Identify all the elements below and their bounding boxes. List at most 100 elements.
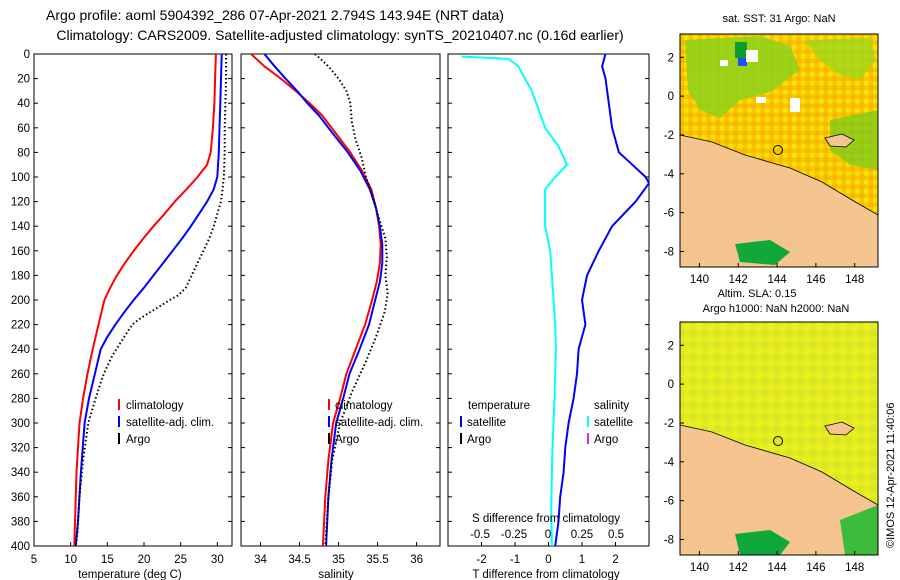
legend-label-sal-argo: Argo [594,434,618,446]
series-line-temperature-satellite [461,55,568,546]
legend-label-climatology: climatology [335,400,393,412]
sdiff-tick-label: 0.25 [571,529,593,541]
series-line-satellite-adj-clim- [74,54,223,546]
sst-green-patch [685,36,800,118]
sla-map-title-2: Argo h1000: NaN h2000: NaN [703,303,850,315]
credit-text: ©IMOS 12-Apr-2021 11:40:06 [885,403,897,548]
x-tick-label: 34.5 [288,554,310,566]
sst-map [679,33,879,268]
map-y-tick-label: 0 [668,379,674,391]
y-tick-label: 360 [11,492,30,504]
series-line-climatology [250,54,382,546]
y-tick-label: 160 [11,246,30,258]
map-x-tick-label: 148 [845,562,864,574]
y-tick-label: 100 [11,172,30,184]
sla-map-title-1: Altim. SLA: 0.15 [718,288,797,300]
sst-map-title: sat. SST: 31 Argo: NaN [722,13,835,25]
map-x-tick-label: 144 [767,562,787,574]
y-tick-label: 280 [11,393,30,405]
y-tick-label: 20 [17,74,30,86]
x-tick-label: 20 [138,554,151,566]
y-tick-label: 260 [11,369,30,381]
y-tick-label: 380 [11,516,30,528]
map-y-tick-label: -8 [664,534,674,546]
map-x-tick-label: 142 [729,562,748,574]
map-y-tick-label: -2 [664,130,674,142]
y-tick-label: 200 [11,295,30,307]
sst-warm-cell [735,42,747,58]
difference-xlabel: T difference from climatology [472,569,619,580]
x-tick-label: 10 [64,554,77,566]
x-tick-label: 36 [410,554,423,566]
map-y-tick-label: 2 [668,52,674,64]
legend-label-sal-satellite: satellite [594,417,633,429]
legend-title-temperature: temperature [468,400,530,412]
sdiff-tick-label: 0 [545,529,551,541]
y-tick-label: 40 [17,98,30,110]
sst-missing-cell [720,60,728,66]
map-x-tick-label: 146 [806,274,825,286]
map-y-tick-label: -6 [664,208,674,220]
argo-location-marker [773,145,783,155]
salinity-series [250,54,389,546]
sst-missing-cell [738,58,747,66]
map-x-tick-label: 142 [729,274,748,286]
sdiff-tick-label: 0.5 [608,529,624,541]
salinity-difference-ticks: -0.5 -0.25 0 0.25 0.5 [470,529,624,541]
sst-missing-cell [790,98,800,112]
map-x-tick-label: 148 [845,274,864,286]
difference-xlabel-salinity: S difference from climatology [472,513,620,525]
y-tick-label: 240 [11,344,30,356]
sla-map-frame [679,321,879,556]
y-tick-label: 140 [11,221,30,233]
legend-label-argo: Argo [126,434,150,446]
map-axes: 140 142 144 146 148 2 0 -2 -4 -6 -8 140 142 144 146 148… [664,52,865,574]
series-line-argo [314,54,389,546]
map-y-tick-label: -4 [664,457,675,469]
temperature-series [73,54,228,546]
salinity-xlabel: salinity [318,569,353,580]
y-tick-label: 400 [11,541,30,553]
x-tick-label: 1 [579,554,585,566]
legend-label-satellite: satellite-adj. clim. [126,417,214,429]
y-tick-label: 320 [11,443,30,455]
sst-green-patch [805,38,876,80]
salinity-panel-frame [240,53,441,547]
difference-panel-frame [447,53,650,547]
y-tick-label: 80 [17,147,30,159]
x-tick-label: -2 [476,554,486,566]
map-y-tick-label: -2 [664,418,674,430]
map-y-tick-label: -8 [664,246,674,258]
sla-map [679,321,879,556]
y-tick-label: 0 [24,49,30,61]
y-tick-label: 340 [11,467,30,479]
sst-missing-cell [756,97,766,103]
map-y-tick-label: -6 [664,496,674,508]
map-y-tick-label: 0 [668,91,674,103]
x-tick-label: 35.5 [366,554,388,566]
legend-label-satellite: satellite-adj. clim. [335,417,423,429]
x-tick-label: 25 [174,554,187,566]
x-tick-label: 5 [31,554,37,566]
series-line-salinity-satellite [554,54,649,546]
series-line-climatology [73,54,217,546]
temperature-axis: 5 10 15 20 25 3002040608010012014016018020022… [11,49,232,566]
series-line-satellite-adj-clim- [263,54,384,546]
sdiff-tick-label: -0.25 [501,529,527,541]
sla-green-shelf [840,505,878,555]
difference-series [461,54,649,546]
sla-green-shelf [735,530,790,555]
temperature-xlabel: temperature (deg C) [78,569,182,580]
x-tick-label: 30 [211,554,224,566]
header-title-line2: Climatology: CARS2009. Satellite-adjuste… [56,27,623,43]
legend-label-argo: Argo [335,434,359,446]
y-tick-label: 120 [11,197,30,209]
sst-island [824,133,855,148]
map-x-tick-label: 144 [767,274,787,286]
difference-axis: -2 -1 0 1 2 [448,53,649,566]
x-tick-label: 34 [254,554,267,566]
y-tick-label: 220 [11,320,30,332]
sst-missing-cell [746,50,758,62]
map-x-tick-label: 140 [690,562,709,574]
